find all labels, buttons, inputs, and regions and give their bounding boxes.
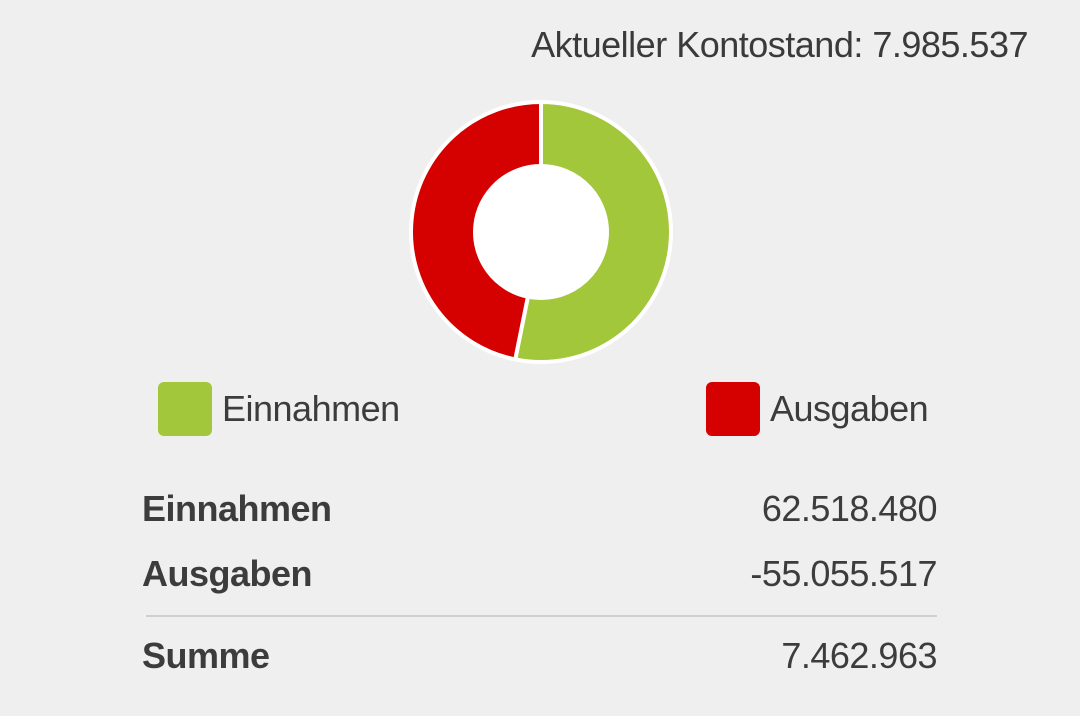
- summary-label-ausgaben: Ausgaben: [142, 553, 313, 594]
- summary-label-summe: Summe: [142, 635, 270, 676]
- legend-swatch-ausgaben: [706, 382, 760, 436]
- summary-label-einnahmen: Einnahmen: [142, 488, 332, 529]
- balance-header: Aktueller Kontostand: 7.985.537: [531, 24, 1028, 65]
- legend-swatch-einnahmen: [158, 382, 212, 436]
- donut-slice-einnahmen[interactable]: [513, 100, 673, 364]
- donut-chart: [409, 100, 673, 364]
- legend-item-einnahmen[interactable]: Einnahmen: [158, 382, 400, 436]
- summary-divider: [146, 615, 937, 617]
- donut-slice-ausgaben[interactable]: [409, 100, 543, 362]
- legend-label-ausgaben: Ausgaben: [770, 388, 929, 429]
- donut-hole: [477, 168, 605, 296]
- summary-value-einnahmen: 62.518.480: [761, 488, 938, 529]
- summary-row-einnahmen: Einnahmen 62.518.480: [142, 488, 938, 530]
- legend-label-einnahmen: Einnahmen: [222, 388, 400, 429]
- summary-row-ausgaben: Ausgaben -55.055.517: [142, 553, 937, 595]
- legend-item-ausgaben[interactable]: Ausgaben: [706, 382, 929, 436]
- summary-row-summe: Summe 7.462.963: [142, 635, 937, 677]
- summary-value-summe: 7.462.963: [781, 635, 937, 676]
- summary-value-ausgaben: -55.055.517: [750, 553, 937, 594]
